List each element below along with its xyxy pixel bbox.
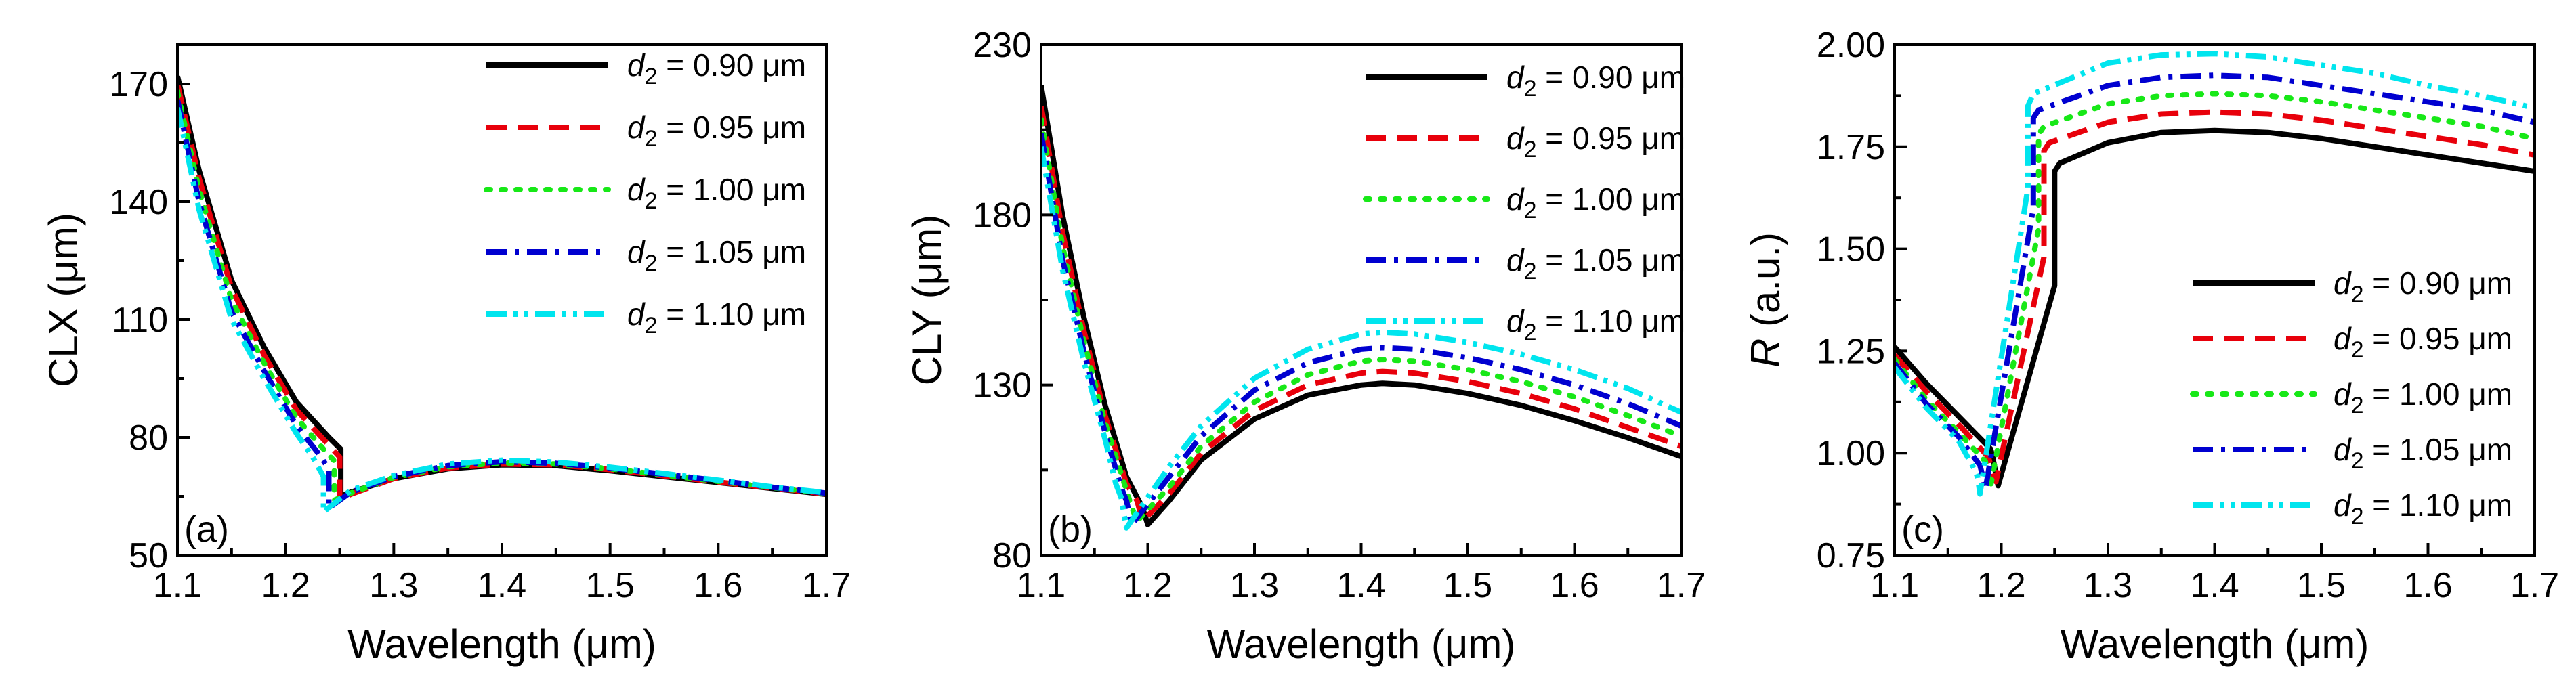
x-tick-label: 1.6	[1550, 566, 1599, 605]
legend-entry-label: d2 = 0.95 μm	[1506, 121, 1685, 162]
y-axis-title: R (a.u.)	[1743, 232, 1788, 368]
legend-entry-label: d2 = 1.05 μm	[1506, 242, 1685, 284]
series-line-5	[177, 106, 826, 515]
y-tick-label: 0.75	[1817, 536, 1885, 575]
x-tick-label: 1.7	[1657, 566, 1706, 605]
legend-entry-label: d2 = 1.05 μm	[2334, 432, 2512, 474]
legend-entry-label: d2 = 1.10 μm	[627, 297, 806, 339]
x-tick-label: 1.1	[1870, 566, 1919, 605]
series-line-1	[1041, 85, 1681, 527]
panel-label: (b)	[1048, 509, 1093, 550]
y-tick-label: 1.75	[1817, 128, 1885, 167]
x-tick-label: 1.6	[694, 566, 742, 605]
legend-entry-label: d2 = 1.00 μm	[1506, 181, 1685, 223]
panel-label: (c)	[1901, 509, 1944, 550]
legend-entry-label: d2 = 1.05 μm	[627, 234, 806, 276]
y-tick-label: 1.50	[1817, 230, 1885, 269]
x-tick-label: 1.4	[1336, 566, 1385, 605]
y-tick-label: 170	[109, 65, 168, 104]
y-tick-label: 1.00	[1817, 434, 1885, 473]
x-tick-label: 1.4	[2190, 566, 2239, 605]
x-tick-label: 1.5	[586, 566, 635, 605]
legend-entry-label: d2 = 0.90 μm	[627, 47, 806, 89]
x-tick-label: 1.3	[1230, 566, 1279, 605]
series-line-2	[177, 83, 826, 503]
y-tick-label: 140	[109, 183, 168, 222]
y-tick-label: 180	[973, 196, 1032, 235]
x-tick-label: 1.1	[153, 566, 202, 605]
panel-label: (a)	[184, 509, 229, 550]
x-tick-label: 1.5	[1443, 566, 1492, 605]
chart-panel-3: 1.1 1.2 1.3 1.4 1.5 1.6 1.7 0.75 1.00 1.25 1.50 1.7…	[1743, 26, 2559, 667]
series-line-5	[1041, 146, 1681, 531]
x-tick-label: 1.7	[2510, 566, 2559, 605]
y-tick-label: 130	[973, 366, 1032, 406]
legend-entry-label: d2 = 0.95 μm	[2334, 321, 2512, 363]
series-line-4	[1895, 72, 2535, 493]
legend-entry-label: d2 = 1.00 μm	[2334, 376, 2512, 418]
y-tick-label: 2.00	[1817, 26, 1885, 65]
x-tick-label: 1.4	[478, 566, 526, 605]
x-tick-label: 1.2	[1977, 566, 2025, 605]
y-tick-label: 1.25	[1817, 332, 1885, 371]
series-line-4	[1041, 133, 1681, 527]
x-tick-label: 1.1	[1017, 566, 1065, 605]
series-line-5	[1895, 51, 2535, 497]
x-tick-label: 1.3	[369, 566, 418, 605]
series-line-2	[1895, 109, 2535, 485]
legend-entry-label: d2 = 1.10 μm	[1506, 303, 1685, 345]
legend: d2 = 0.90 μm d2 = 0.95 μm d2 = 1.00 μm d2 =…	[484, 47, 806, 339]
legend-entry-label: d2 = 0.95 μm	[627, 110, 806, 152]
y-tick-label: 80	[129, 418, 168, 458]
x-tick-label: 1.5	[2297, 566, 2346, 605]
x-tick-label: 1.2	[1123, 566, 1172, 605]
y-tick-label: 110	[112, 301, 168, 340]
x-axis-title: Wavelength (μm)	[347, 621, 656, 667]
x-tick-label: 1.3	[2084, 566, 2132, 605]
legend-entry-label: d2 = 0.90 μm	[1506, 60, 1685, 102]
legend: d2 = 0.90 μm d2 = 0.95 μm d2 = 1.00 μm d2 =…	[2190, 265, 2512, 529]
chart-panel-1: 1.1 1.2 1.3 1.4 1.5 1.6 1.7 50 80 110 140 170 Wavele…	[41, 43, 851, 667]
chart-panel-2: 1.1 1.2 1.3 1.4 1.5 1.6 1.7 80 130 180 230 Waveleng…	[904, 26, 1706, 667]
y-tick-label: 50	[129, 536, 168, 575]
x-axis-title: Wavelength (μm)	[2061, 621, 2369, 667]
x-tick-label: 1.6	[2403, 566, 2452, 605]
legend-entry-label: d2 = 0.90 μm	[2334, 265, 2512, 307]
x-tick-label: 1.7	[802, 566, 851, 605]
y-axis-title: CLY (μm)	[904, 215, 950, 385]
legend-entry-label: d2 = 1.10 μm	[2334, 487, 2512, 529]
series-line-3	[1041, 116, 1681, 524]
x-axis-title: Wavelength (μm)	[1207, 621, 1516, 667]
y-tick-label: 80	[992, 536, 1032, 575]
legend-entry-label: d2 = 1.00 μm	[627, 172, 806, 214]
legend: d2 = 0.90 μm d2 = 0.95 μm d2 = 1.00 μm d2 =…	[1363, 60, 1685, 345]
x-tick-label: 1.2	[261, 566, 310, 605]
y-axis-title: CLX (μm)	[41, 213, 86, 387]
y-tick-label: 230	[973, 26, 1032, 65]
